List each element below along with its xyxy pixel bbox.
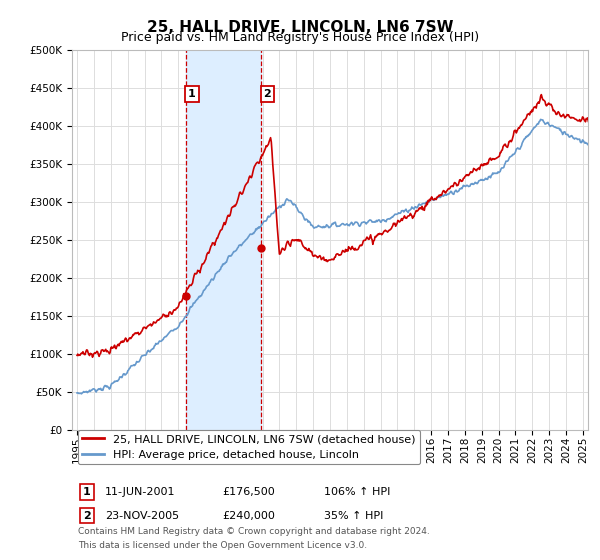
Text: £176,500: £176,500: [222, 487, 275, 497]
Text: 1: 1: [83, 487, 91, 497]
Text: Contains HM Land Registry data © Crown copyright and database right 2024.: Contains HM Land Registry data © Crown c…: [78, 526, 430, 535]
Text: 2: 2: [83, 511, 91, 521]
Text: 11-JUN-2001: 11-JUN-2001: [105, 487, 176, 497]
Text: 23-NOV-2005: 23-NOV-2005: [105, 511, 179, 521]
Legend: 25, HALL DRIVE, LINCOLN, LN6 7SW (detached house), HPI: Average price, detached : 25, HALL DRIVE, LINCOLN, LN6 7SW (detach…: [77, 430, 420, 464]
Bar: [185, 50, 261, 430]
Text: 25, HALL DRIVE, LINCOLN, LN6 7SW: 25, HALL DRIVE, LINCOLN, LN6 7SW: [147, 20, 453, 35]
Text: Price paid vs. HM Land Registry's House Price Index (HPI): Price paid vs. HM Land Registry's House …: [121, 31, 479, 44]
Text: £240,000: £240,000: [222, 511, 275, 521]
Text: 2: 2: [263, 89, 271, 99]
Text: This data is licensed under the Open Government Licence v3.0.: This data is licensed under the Open Gov…: [78, 541, 367, 550]
Text: 106% ↑ HPI: 106% ↑ HPI: [324, 487, 391, 497]
Text: 35% ↑ HPI: 35% ↑ HPI: [324, 511, 383, 521]
Text: 1: 1: [188, 89, 196, 99]
